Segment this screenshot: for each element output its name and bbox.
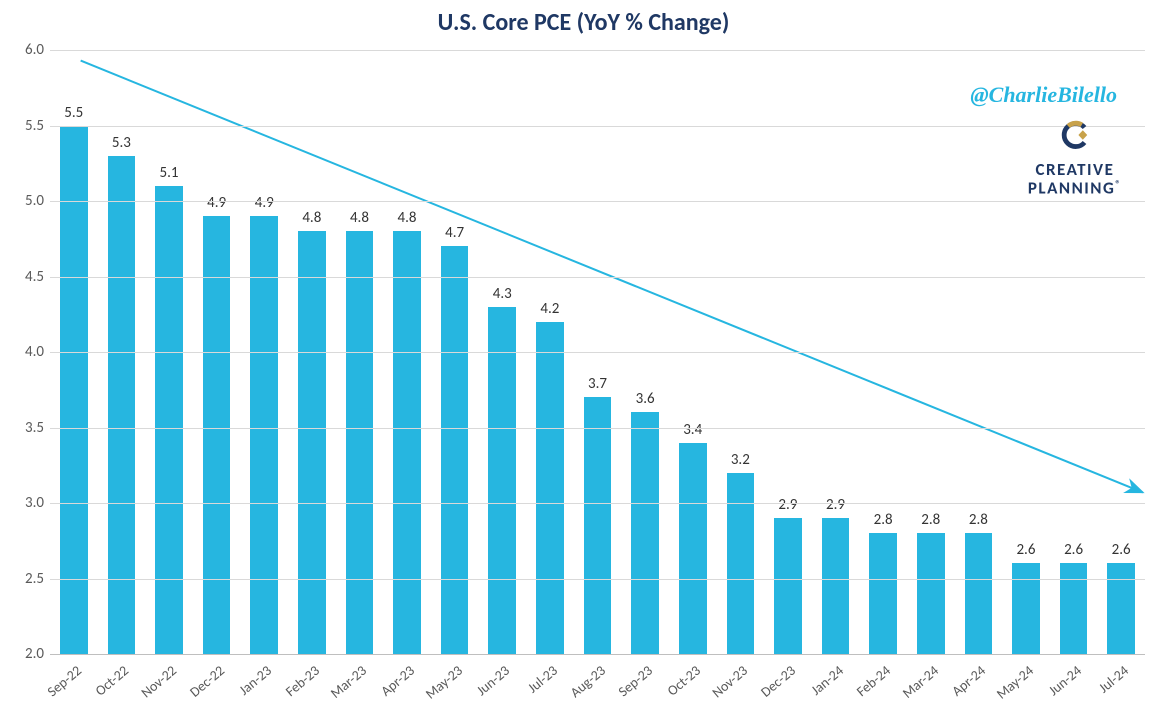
- bar: 4.7: [441, 246, 469, 654]
- bar: 2.9: [774, 518, 802, 654]
- xtick-label: Feb-24: [853, 662, 894, 700]
- bar-value-label: 3.2: [731, 451, 750, 469]
- bar: 4.3: [488, 307, 516, 654]
- xtick-label: Jun-24: [1045, 662, 1085, 699]
- ytick-label: 3.0: [25, 494, 44, 512]
- plot-area: 5.5 5.3 5.1 4.9 4.9 4.8 4.8 4.8 4.7 4.3 4.2 3.7 3.6 3…: [50, 50, 1145, 654]
- bar: 2.6: [1107, 563, 1135, 654]
- xtick-label: Jan-24: [807, 662, 846, 699]
- bar: 4.2: [536, 322, 564, 654]
- bar-value-label: 2.9: [826, 496, 845, 514]
- xtick-label: Mar-23: [328, 662, 371, 702]
- brand-logo-icon: [1058, 118, 1092, 152]
- bar-value-label: 4.7: [445, 224, 464, 242]
- bar-value-label: 2.8: [969, 511, 988, 529]
- chart-title: U.S. Core PCE (YoY % Change): [0, 8, 1167, 37]
- xtick-label: Mar-24: [899, 662, 942, 702]
- gridline: [50, 654, 1145, 655]
- bar-value-label: 5.3: [112, 134, 131, 152]
- gridline: [50, 503, 1145, 504]
- xtick-label: Aug-23: [566, 662, 608, 701]
- xtick-label: Dec-22: [186, 662, 228, 701]
- ytick-label: 6.0: [25, 41, 44, 59]
- ytick-label: 5.5: [25, 117, 44, 135]
- bar-value-label: 2.6: [1016, 541, 1035, 559]
- brand-logo-text: CREATIVE PLANNING®: [1028, 161, 1122, 197]
- gridline: [50, 579, 1145, 580]
- bar: 2.8: [869, 533, 897, 654]
- ytick-label: 2.5: [25, 570, 44, 588]
- bar-value-label: 4.8: [302, 209, 321, 227]
- xtick-label: Feb-23: [282, 662, 323, 700]
- xtick-label: Jul-23: [524, 662, 561, 697]
- bar: 4.8: [298, 231, 326, 654]
- xtick-label: Dec-23: [757, 662, 799, 701]
- bar: 2.6: [1012, 563, 1040, 654]
- ytick-label: 3.5: [25, 419, 44, 437]
- bar: 4.8: [393, 231, 421, 654]
- bar: 3.6: [631, 412, 659, 654]
- bar: 3.2: [727, 473, 755, 654]
- xtick-label: Jul-24: [1096, 662, 1133, 697]
- bar-value-label: 2.8: [874, 511, 893, 529]
- xtick-label: Sep-22: [44, 662, 85, 700]
- bar: 3.4: [679, 443, 707, 654]
- brand-logo-line1: CREATIVE: [1028, 161, 1122, 179]
- bar-value-label: 3.7: [588, 375, 607, 393]
- bar: 2.8: [917, 533, 945, 654]
- xtick-label: Sep-23: [615, 662, 656, 700]
- bar-value-label: 5.5: [64, 104, 83, 122]
- attribution-handle: @CharlieBilello: [970, 82, 1117, 108]
- bar-value-label: 2.6: [1064, 541, 1083, 559]
- xtick-label: Jun-23: [473, 662, 513, 699]
- bar-value-label: 3.4: [683, 421, 702, 439]
- bar-value-label: 2.8: [921, 511, 940, 529]
- bar: 2.8: [965, 533, 993, 654]
- bar: 5.5: [60, 126, 88, 655]
- xtick-label: Nov-22: [138, 662, 180, 701]
- brand-logo: CREATIVE PLANNING®: [1028, 118, 1122, 197]
- xtick-label: Oct-22: [92, 662, 132, 699]
- xtick-label: Apr-24: [949, 662, 989, 700]
- brand-logo-line2: PLANNING®: [1028, 179, 1122, 198]
- ytick-label: 2.0: [25, 645, 44, 663]
- bar: 2.9: [822, 518, 850, 654]
- bar: 4.9: [250, 216, 278, 654]
- gridline: [50, 201, 1145, 202]
- bar: 4.9: [203, 216, 231, 654]
- gridline: [50, 352, 1145, 353]
- gridline: [50, 126, 1145, 127]
- bar-value-label: 4.8: [398, 209, 417, 227]
- gridline: [50, 277, 1145, 278]
- bar-value-label: 3.6: [636, 390, 655, 408]
- bar-value-label: 4.9: [207, 194, 226, 212]
- bar-value-label: 2.9: [778, 496, 797, 514]
- bar-value-label: 4.2: [540, 300, 559, 318]
- xtick-label: Jan-23: [236, 662, 275, 699]
- bar: 4.8: [346, 231, 374, 654]
- xtick-label: Apr-23: [378, 662, 418, 700]
- xtick-label: May-23: [422, 662, 466, 703]
- ytick-label: 5.0: [25, 192, 44, 210]
- bar-value-label: 4.9: [255, 194, 274, 212]
- chart-container: U.S. Core PCE (YoY % Change) 5.5 5.3 5.1 4.…: [0, 0, 1167, 715]
- bar: 3.7: [584, 397, 612, 654]
- bar-value-label: 4.8: [350, 209, 369, 227]
- bar: 5.1: [155, 186, 183, 654]
- xtick-label: May-24: [993, 662, 1037, 703]
- bar-value-label: 4.3: [493, 285, 512, 303]
- xtick-label: Nov-23: [709, 662, 751, 701]
- bar-value-label: 5.1: [160, 164, 179, 182]
- gridline: [50, 428, 1145, 429]
- ytick-label: 4.5: [25, 268, 44, 286]
- xtick-label: Oct-23: [664, 662, 704, 699]
- bar: 2.6: [1060, 563, 1088, 654]
- bar-value-label: 2.6: [1112, 541, 1131, 559]
- gridline: [50, 50, 1145, 51]
- ytick-label: 4.0: [25, 343, 44, 361]
